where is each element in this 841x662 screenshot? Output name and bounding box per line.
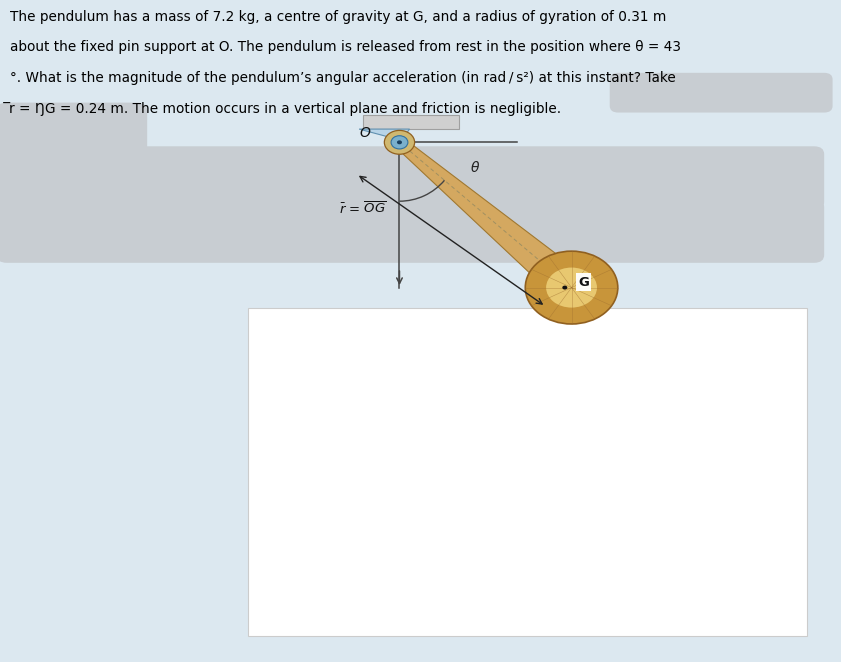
FancyBboxPatch shape (0, 199, 824, 263)
Text: about the fixed pin support at O. The pendulum is released from rest in the posi: about the fixed pin support at O. The pe… (10, 40, 681, 54)
Circle shape (526, 251, 618, 324)
Text: The pendulum has a mass of 7.2 kg, a centre of gravity at G, and a radius of gyr: The pendulum has a mass of 7.2 kg, a cen… (10, 10, 666, 24)
Bar (362, 115, 459, 129)
Bar (248, 308, 807, 636)
FancyBboxPatch shape (610, 73, 833, 113)
Text: $\bar{r}$ = $\overline{OG}$: $\bar{r}$ = $\overline{OG}$ (339, 201, 386, 216)
Circle shape (391, 136, 408, 149)
Circle shape (563, 285, 568, 289)
Text: G: G (579, 275, 590, 289)
Circle shape (546, 267, 597, 308)
FancyBboxPatch shape (0, 103, 147, 157)
Polygon shape (394, 139, 586, 299)
Text: ̅r = ŊG = 0.24 m. The motion occurs in a vertical plane and friction is negligib: ̅r = ŊG = 0.24 m. The motion occurs in a… (10, 102, 563, 116)
Text: θ: θ (471, 161, 479, 175)
Polygon shape (359, 129, 410, 140)
Text: °. What is the magnitude of the pendulum’s angular acceleration (in rad / s²) at: °. What is the magnitude of the pendulum… (10, 71, 676, 85)
Text: O: O (359, 126, 370, 140)
Circle shape (384, 130, 415, 154)
FancyBboxPatch shape (0, 146, 824, 210)
Circle shape (397, 140, 402, 144)
